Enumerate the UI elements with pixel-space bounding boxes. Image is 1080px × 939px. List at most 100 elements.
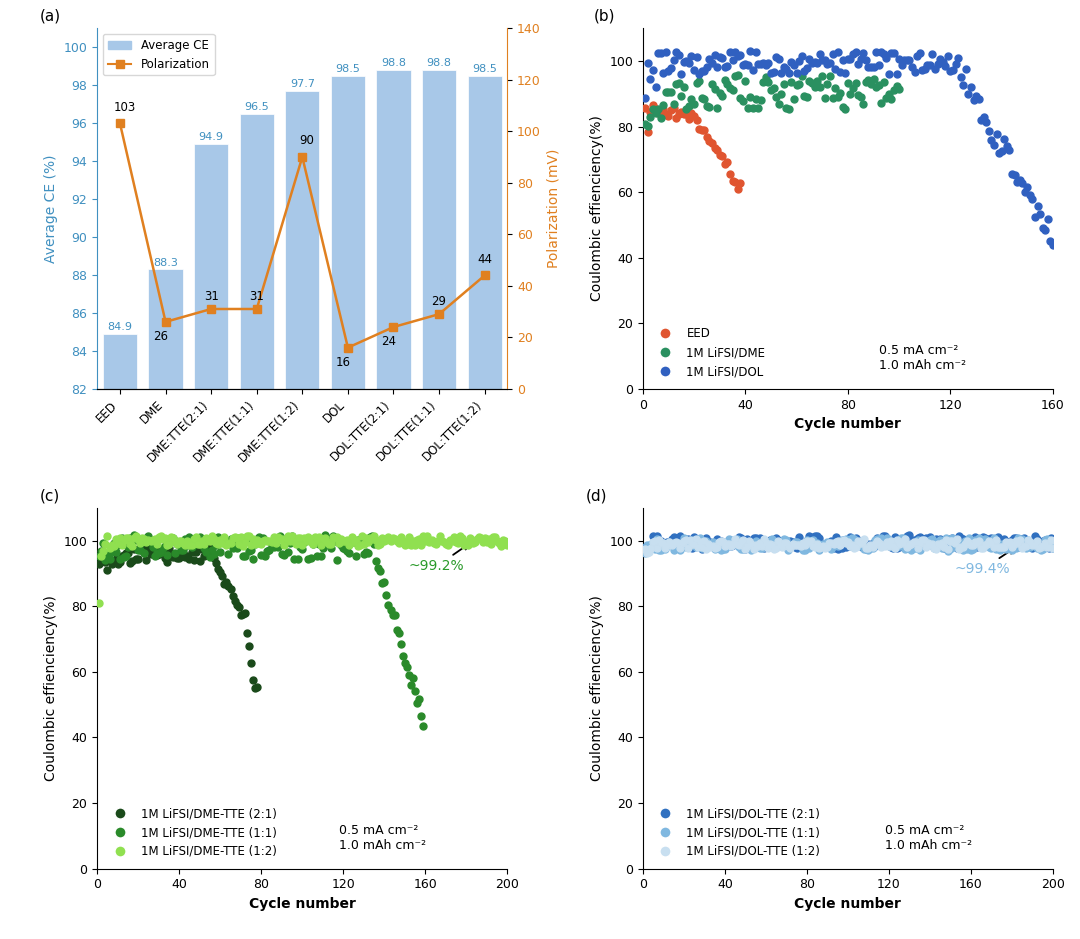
Point <box>706 141 724 156</box>
Point <box>690 66 707 81</box>
Point <box>873 45 890 60</box>
Point <box>168 537 186 552</box>
Point <box>716 72 733 87</box>
Point <box>1038 540 1055 555</box>
Point <box>146 548 163 563</box>
Point <box>119 540 136 555</box>
Point <box>703 135 720 150</box>
Point <box>743 543 760 558</box>
Point <box>791 529 808 544</box>
Point <box>282 533 299 548</box>
Point <box>729 181 746 196</box>
Point <box>1014 531 1031 546</box>
Point <box>814 536 832 551</box>
Point <box>380 530 397 545</box>
Point <box>829 533 847 548</box>
Point <box>800 529 818 544</box>
Point <box>470 530 487 545</box>
Point <box>179 533 197 548</box>
Point <box>476 531 494 546</box>
Point <box>757 58 774 73</box>
Point <box>1017 538 1035 553</box>
Point <box>224 531 241 546</box>
Point <box>308 532 325 547</box>
Point <box>195 536 213 551</box>
Point <box>399 536 416 551</box>
Point <box>740 100 757 115</box>
Point <box>401 668 418 683</box>
Point <box>154 531 172 546</box>
Point <box>995 540 1012 555</box>
Point <box>349 538 366 553</box>
Point <box>667 77 685 92</box>
Point <box>643 539 660 554</box>
Point <box>957 61 974 76</box>
Point <box>212 564 229 579</box>
Point <box>858 541 875 556</box>
Point <box>187 531 204 546</box>
Point <box>652 106 670 121</box>
Point <box>390 536 407 551</box>
Point <box>711 147 728 162</box>
Point <box>1026 529 1043 544</box>
Point <box>724 174 741 189</box>
Point <box>944 531 961 546</box>
Point <box>989 540 1007 555</box>
Point <box>773 533 791 548</box>
Point <box>989 536 1007 551</box>
Point <box>116 547 133 562</box>
Point <box>942 534 959 549</box>
Point <box>973 541 990 556</box>
Point <box>654 536 672 551</box>
Point <box>977 115 995 130</box>
Point <box>737 541 754 556</box>
Point <box>759 540 777 555</box>
Point <box>714 88 731 103</box>
Point <box>907 534 924 549</box>
Point <box>721 44 739 59</box>
Point <box>314 541 332 556</box>
Point <box>964 538 982 553</box>
Point <box>780 542 797 557</box>
Legend: 1M LiFSI/DME-TTE (2:1), 1M LiFSI/DME-TTE (1:1), 1M LiFSI/DME-TTE (1:2): 1M LiFSI/DME-TTE (2:1), 1M LiFSI/DME-TTE… <box>103 803 282 863</box>
Point <box>302 551 320 566</box>
Point <box>837 540 854 555</box>
Point <box>831 538 848 553</box>
Point <box>637 90 654 105</box>
Point <box>876 529 893 544</box>
Point <box>985 531 1002 546</box>
Bar <box>376 69 410 939</box>
Point <box>125 531 143 546</box>
Point <box>921 537 939 552</box>
Point <box>940 541 957 556</box>
Point <box>492 538 510 553</box>
Point <box>1014 531 1031 546</box>
Point <box>798 532 815 547</box>
Point <box>950 536 968 551</box>
Point <box>221 536 239 551</box>
Point <box>889 541 906 556</box>
Point <box>747 91 765 106</box>
Point <box>991 532 1009 547</box>
Point <box>200 540 217 555</box>
Point <box>750 100 767 115</box>
Point <box>660 108 677 123</box>
Point <box>727 537 744 552</box>
Point <box>337 533 354 548</box>
Point <box>946 540 963 555</box>
Point <box>827 534 845 549</box>
Point <box>805 532 822 547</box>
Point <box>839 539 856 554</box>
Point <box>403 538 420 553</box>
Point <box>778 532 795 547</box>
Point <box>220 546 238 562</box>
Point <box>98 547 116 562</box>
Point <box>679 540 697 555</box>
Point <box>478 534 496 549</box>
Point <box>150 546 167 562</box>
Point <box>134 531 151 546</box>
Point <box>365 536 382 551</box>
Text: 98.8: 98.8 <box>381 58 406 69</box>
Point <box>823 541 840 556</box>
Point <box>714 537 731 552</box>
